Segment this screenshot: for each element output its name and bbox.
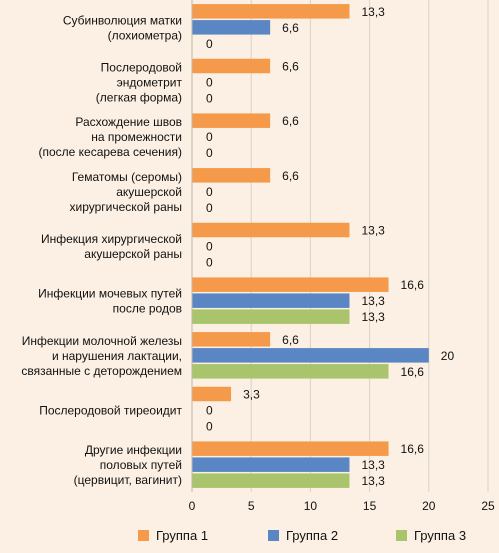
data-label: 6,6	[282, 169, 299, 183]
category-label: Послеродовой эндометрит (легкая форма)	[96, 61, 183, 105]
bar	[192, 293, 350, 308]
category-label: Инфекция хирургической акушерской раны	[41, 232, 182, 261]
category-label: Расхождение швов на промежности (после кес…	[38, 115, 182, 159]
legend-item-group-1: Группа 1	[138, 528, 208, 543]
data-label: 13,3	[361, 294, 385, 308]
bar	[192, 222, 350, 238]
bar	[192, 168, 271, 183]
legend: Группа 1 Группа 2 Группа 3	[0, 528, 499, 550]
x-tick-label: 20	[422, 499, 436, 513]
data-label: 13,3	[361, 310, 385, 324]
data-label: 20	[441, 349, 455, 363]
legend-label-group-2: Группа 2	[286, 528, 339, 543]
bar	[192, 113, 271, 128]
bar	[192, 20, 271, 35]
legend-item-group-2: Группа 2	[268, 528, 338, 543]
data-label: 16,6	[401, 442, 425, 456]
bar	[192, 58, 271, 74]
bar	[192, 386, 232, 402]
bar	[192, 4, 350, 19]
data-label: 13,3	[361, 474, 385, 488]
category-label: Гематомы (серомы) акушерской хирургической…	[70, 170, 182, 214]
data-label: 6,6	[282, 60, 299, 74]
category-label: Другие инфекции половых путей (цервицит, в…	[74, 443, 182, 487]
data-label: 13,3	[361, 5, 385, 19]
x-tick-label: 25	[481, 499, 495, 513]
data-label: 0	[206, 201, 213, 215]
x-tick-label: 0	[189, 499, 196, 513]
category-label: Субинволюция матки (лохиометра)	[63, 13, 182, 42]
x-tick-label: 15	[363, 499, 377, 513]
legend-label-group-3: Группа 3	[414, 528, 467, 543]
legend-label-group-1: Группа 1	[156, 528, 209, 543]
data-label: 16,6	[401, 278, 425, 292]
x-tick-label: 5	[248, 499, 255, 513]
data-label: 6,6	[282, 333, 299, 347]
bar	[192, 309, 350, 324]
legend-swatch-group-3	[396, 530, 407, 541]
data-label: 0	[206, 92, 213, 106]
data-label: 16,6	[401, 365, 425, 379]
data-label: 3,3	[243, 388, 260, 402]
data-label: 0	[206, 420, 213, 434]
data-label: 0	[206, 240, 213, 254]
bar	[192, 441, 389, 456]
data-label: 0	[206, 76, 213, 90]
legend-swatch-group-1	[138, 530, 149, 541]
data-label: 0	[206, 146, 213, 160]
data-label: 0	[206, 37, 213, 51]
legend-swatch-group-2	[268, 530, 279, 541]
x-tick-label: 10	[304, 499, 318, 513]
bar	[192, 277, 389, 292]
data-label: 0	[206, 256, 213, 270]
data-label: 0	[206, 185, 213, 199]
bar	[192, 457, 350, 472]
data-label: 6,6	[282, 21, 299, 35]
bar	[192, 332, 271, 347]
category-label: Послеродовой тиреоидит	[39, 404, 182, 418]
data-label: 13,3	[361, 458, 385, 472]
bar	[192, 364, 389, 379]
data-label: 0	[206, 404, 213, 418]
data-label: 0	[206, 130, 213, 144]
bar	[192, 473, 350, 488]
category-label: Инфекции молочной железы и нарушения лакт…	[21, 334, 182, 378]
legend-item-group-3: Группа 3	[396, 528, 466, 543]
data-label: 13,3	[361, 224, 385, 238]
data-label: 6,6	[282, 114, 299, 128]
category-label: Инфекции мочевых путей после родов	[38, 287, 182, 316]
bar	[192, 348, 429, 363]
